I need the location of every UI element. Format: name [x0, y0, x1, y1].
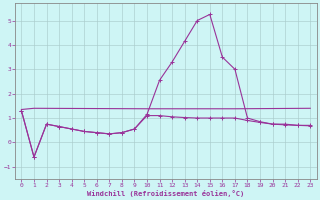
X-axis label: Windchill (Refroidissement éolien,°C): Windchill (Refroidissement éolien,°C) [87, 190, 244, 197]
